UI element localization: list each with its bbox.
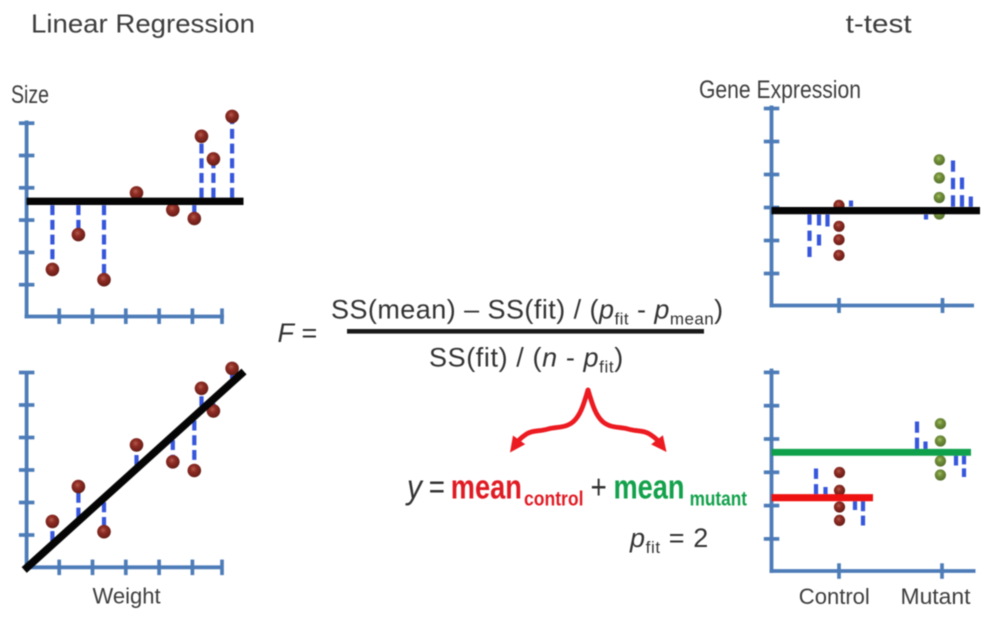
svg-text:y: y — [405, 469, 424, 507]
svg-text:pfit = 2: pfit = 2 — [629, 523, 709, 557]
svg-text:SS(fit) / (n - pfit): SS(fit) / (n - pfit) — [429, 343, 624, 377]
svg-text:Gene Expression: Gene Expression — [699, 76, 861, 104]
svg-text:t-test: t-test — [846, 9, 913, 39]
svg-text:Control: Control — [799, 584, 870, 609]
svg-text:+: + — [591, 469, 607, 507]
svg-text:Mutant: Mutant — [901, 584, 971, 609]
svg-text:Weight: Weight — [93, 584, 161, 609]
svg-text:Size: Size — [11, 81, 49, 109]
svg-text:F =: F = — [278, 318, 318, 348]
svg-text:mean: mean — [451, 469, 522, 507]
svg-text:mean: mean — [614, 469, 685, 507]
svg-text:mutant: mutant — [690, 489, 748, 511]
svg-text:control: control — [524, 489, 584, 511]
svg-text:Linear Regression: Linear Regression — [31, 9, 255, 39]
svg-text:=: = — [429, 469, 445, 507]
svg-text:SS(mean) – SS(fit) / (pfit - p: SS(mean) – SS(fit) / (pfit - pmean) — [331, 295, 724, 329]
